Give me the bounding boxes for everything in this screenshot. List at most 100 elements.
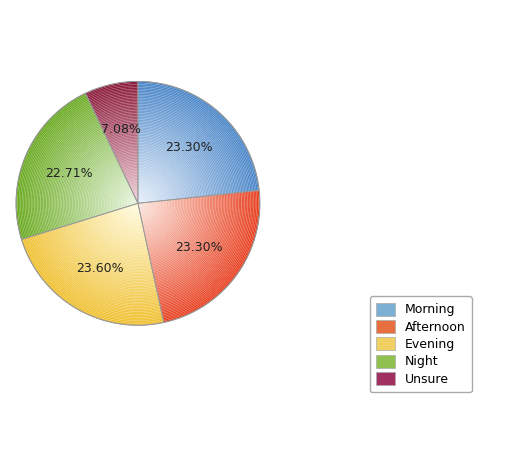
Polygon shape [74, 223, 152, 270]
Polygon shape [88, 158, 117, 218]
Polygon shape [111, 140, 138, 147]
Polygon shape [154, 195, 214, 278]
Text: 7.08%: 7.08% [101, 123, 141, 136]
Polygon shape [138, 122, 218, 195]
Polygon shape [153, 196, 208, 272]
Polygon shape [157, 194, 228, 291]
Polygon shape [155, 195, 217, 281]
Polygon shape [92, 97, 138, 109]
Polygon shape [127, 194, 134, 207]
Polygon shape [107, 132, 138, 140]
Polygon shape [138, 136, 205, 196]
Polygon shape [80, 151, 114, 220]
Polygon shape [48, 122, 100, 230]
Polygon shape [138, 92, 248, 192]
Polygon shape [138, 170, 171, 200]
Polygon shape [151, 196, 202, 266]
Polygon shape [50, 123, 100, 230]
Polygon shape [66, 225, 154, 278]
Polygon shape [160, 192, 244, 308]
Polygon shape [123, 189, 132, 208]
Polygon shape [58, 228, 156, 287]
Polygon shape [117, 155, 138, 161]
Polygon shape [131, 187, 138, 189]
Polygon shape [155, 195, 219, 282]
Polygon shape [148, 198, 188, 252]
Polygon shape [86, 157, 116, 219]
Polygon shape [51, 125, 101, 229]
Polygon shape [138, 174, 167, 201]
Polygon shape [106, 213, 145, 237]
Polygon shape [127, 177, 138, 181]
Polygon shape [155, 195, 222, 285]
Polygon shape [65, 137, 107, 225]
Polygon shape [77, 222, 152, 267]
Polygon shape [61, 227, 155, 284]
Polygon shape [68, 140, 108, 224]
Polygon shape [34, 110, 94, 234]
Polygon shape [84, 219, 150, 260]
Polygon shape [150, 197, 194, 258]
Polygon shape [71, 143, 110, 223]
Polygon shape [107, 213, 144, 235]
Polygon shape [100, 115, 138, 125]
Polygon shape [101, 214, 146, 242]
Polygon shape [53, 126, 102, 229]
Polygon shape [138, 144, 197, 197]
Polygon shape [138, 115, 226, 194]
Polygon shape [138, 173, 168, 200]
Polygon shape [140, 202, 150, 215]
Polygon shape [44, 118, 98, 231]
Polygon shape [98, 110, 138, 121]
Polygon shape [139, 202, 147, 212]
Polygon shape [89, 159, 118, 218]
Polygon shape [45, 119, 98, 231]
Polygon shape [132, 189, 138, 192]
Polygon shape [138, 104, 236, 193]
Polygon shape [109, 212, 144, 234]
Polygon shape [138, 194, 147, 202]
Polygon shape [103, 214, 146, 240]
Polygon shape [101, 118, 138, 128]
Polygon shape [138, 179, 162, 201]
Polygon shape [49, 231, 158, 296]
Polygon shape [116, 153, 138, 159]
Polygon shape [138, 141, 200, 197]
Polygon shape [87, 219, 149, 257]
Polygon shape [138, 97, 244, 192]
Polygon shape [138, 89, 251, 191]
Polygon shape [161, 192, 247, 310]
Polygon shape [138, 168, 173, 200]
Polygon shape [91, 94, 138, 106]
Polygon shape [138, 94, 247, 192]
Polygon shape [138, 113, 227, 194]
Polygon shape [118, 185, 130, 209]
Polygon shape [69, 141, 109, 224]
Polygon shape [54, 128, 102, 228]
Polygon shape [152, 196, 206, 270]
Polygon shape [158, 193, 235, 298]
Polygon shape [128, 181, 138, 184]
Polygon shape [153, 195, 211, 275]
Polygon shape [60, 133, 105, 226]
Polygon shape [81, 220, 151, 263]
Polygon shape [138, 162, 179, 199]
Text: 23.60%: 23.60% [76, 262, 124, 275]
Polygon shape [79, 150, 113, 221]
Polygon shape [62, 134, 106, 226]
Polygon shape [111, 141, 138, 148]
Polygon shape [143, 201, 165, 230]
Polygon shape [138, 138, 203, 196]
Polygon shape [132, 205, 139, 209]
Polygon shape [160, 192, 243, 306]
Polygon shape [118, 158, 138, 164]
Polygon shape [158, 193, 234, 297]
Text: 23.30%: 23.30% [165, 140, 212, 153]
Polygon shape [138, 116, 224, 194]
Polygon shape [133, 199, 136, 205]
Polygon shape [65, 225, 154, 280]
Polygon shape [144, 200, 171, 236]
Polygon shape [138, 202, 139, 203]
Polygon shape [94, 164, 120, 216]
Polygon shape [136, 203, 138, 205]
